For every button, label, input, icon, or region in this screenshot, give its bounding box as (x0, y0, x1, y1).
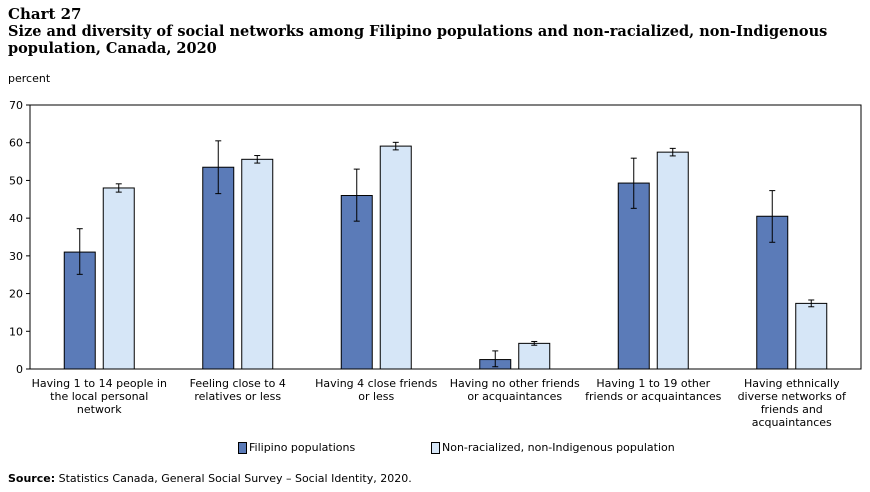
category-label: Having no other friends or acquaintances (450, 377, 580, 403)
category-label: Having 4 close friends or less (315, 377, 438, 403)
category-label: Having 1 to 14 people in the local person… (32, 377, 167, 416)
bar-non-racialized (656, 151, 689, 370)
y-tick-label: 10 (9, 325, 23, 338)
y-tick-label: 70 (9, 99, 23, 112)
y-tick-label: 40 (9, 212, 23, 225)
source-note: Source: Statistics Canada, General Socia… (8, 472, 412, 485)
bar-filipino (202, 166, 235, 370)
chart-title: Size and diversity of social networks am… (8, 23, 828, 57)
bar-filipino (617, 182, 650, 370)
y-tick-label: 20 (9, 288, 23, 301)
legend-item-non-racialized: Non-racialized, non-Indigenous populatio… (431, 441, 675, 454)
chart-number: Chart 27 (8, 5, 82, 23)
y-tick-label: 30 (9, 250, 23, 263)
category-label: Feeling close to 4 relatives or less (190, 377, 286, 403)
legend-item-filipino: Filipino populations (238, 441, 355, 454)
source-label: Source: (8, 472, 56, 485)
category-label: Having ethnically diverse networks of frie… (738, 377, 847, 429)
bar-filipino (340, 195, 373, 370)
legend-label-filipino: Filipino populations (249, 441, 356, 454)
plot-frame (29, 104, 862, 370)
source-text: Statistics Canada, General Social Survey… (58, 472, 412, 485)
y-tick-label: 50 (9, 174, 23, 187)
legend-swatch-filipino (238, 441, 247, 454)
bar-non-racialized (379, 145, 412, 370)
category-label: Having 1 to 19 other friends or acquainta… (585, 377, 722, 403)
y-tick-label: 60 (9, 137, 23, 150)
bar-chart: 0 10 20 30 40 50 60 70 Having 1 to 14 people in t… (9, 99, 862, 429)
bar-non-racialized (795, 302, 828, 370)
y-tick-label: 0 (16, 363, 23, 376)
bar-non-racialized (102, 187, 135, 370)
legend-swatch-non-racialized (431, 441, 440, 454)
legend-label-non-racialized: Non-racialized, non-Indigenous populatio… (442, 441, 675, 454)
bar-non-racialized (518, 342, 551, 370)
y-axis-label: percent (8, 72, 51, 85)
bar-non-racialized (241, 158, 274, 370)
